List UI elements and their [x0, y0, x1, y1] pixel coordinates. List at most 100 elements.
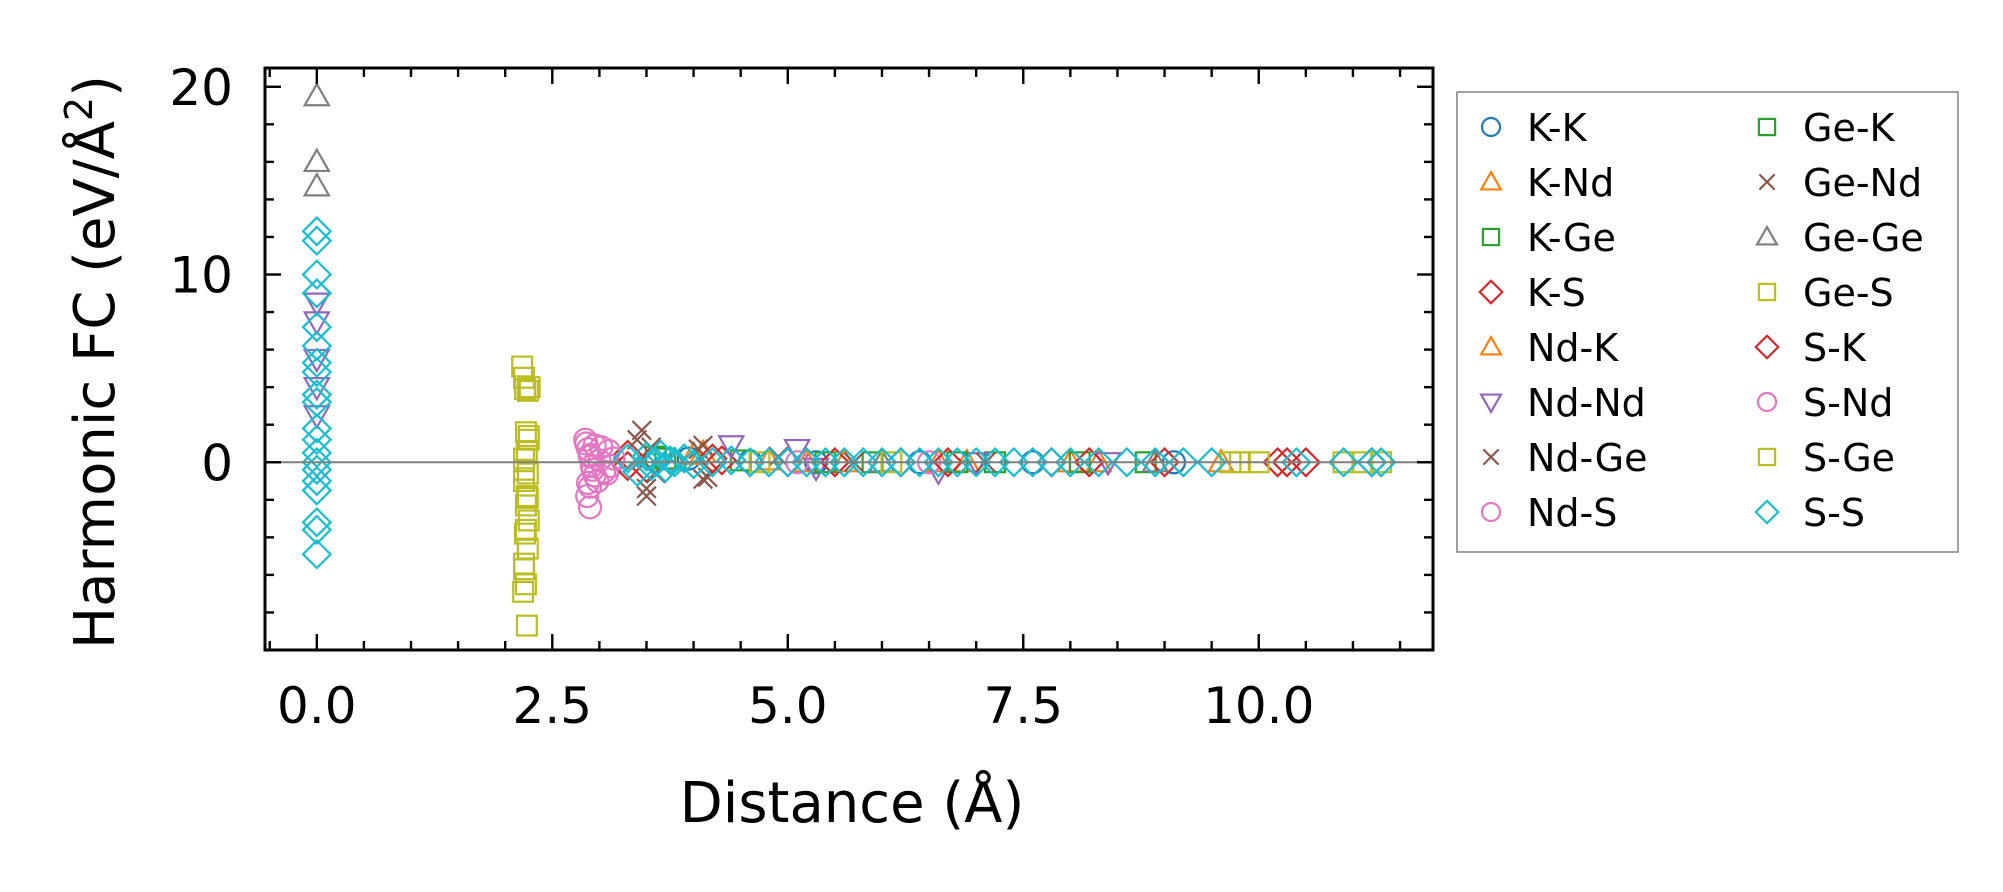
legend-marker	[1481, 227, 1501, 247]
axes-box	[263, 66, 1435, 652]
point-s-s	[1365, 446, 1397, 478]
point-s-s	[1281, 446, 1312, 478]
point-s-ge	[513, 378, 536, 401]
point-s-s	[1083, 446, 1114, 478]
point-s-ge	[514, 518, 537, 541]
point-s-s	[1055, 446, 1086, 478]
point-s-s	[301, 225, 333, 257]
point-s-nd	[601, 446, 626, 471]
legend-item: Nd-S	[1480, 491, 1617, 535]
point-nd-s	[577, 474, 603, 499]
point-nd-nd	[302, 405, 331, 430]
point-s-s	[1328, 446, 1359, 478]
point-ge-s	[516, 462, 539, 485]
legend-marker	[1754, 499, 1780, 525]
point-s-k	[1290, 446, 1322, 478]
legend-item: S-K	[1754, 326, 1867, 370]
point-ge-s	[514, 494, 537, 517]
x-tick-label: 2.5	[513, 677, 593, 735]
x-tick-label: 10.0	[1203, 677, 1314, 735]
point-s-s	[1356, 446, 1388, 478]
point-s-k	[697, 443, 728, 474]
x-tick-label: 7.5	[983, 677, 1063, 735]
legend-label: K-S	[1527, 271, 1586, 315]
point-s-ge	[513, 558, 536, 581]
legend-marker	[1482, 448, 1500, 466]
y-tick-label: 10	[169, 247, 233, 305]
y-tick-label: 0	[201, 434, 233, 492]
point-nd-nd	[302, 292, 331, 317]
legend-marker	[1480, 116, 1502, 138]
legend-item: Ge-Nd	[1758, 161, 1922, 205]
point-s-s	[631, 441, 662, 472]
point-s-nd	[575, 470, 601, 496]
point-s-ge	[517, 424, 540, 447]
y-tick-label: 20	[169, 59, 233, 117]
point-s-ge	[513, 458, 536, 481]
point-s-s	[301, 454, 333, 486]
legend-marker	[1479, 393, 1503, 415]
point-s-s	[659, 446, 691, 478]
point-s-s	[301, 465, 333, 497]
point-s-k	[932, 446, 964, 478]
legend-label: S-Nd	[1803, 381, 1893, 425]
axis-ticks	[265, 68, 1433, 652]
legend-marker	[1756, 391, 1778, 413]
point-k-nd	[1084, 447, 1113, 473]
legend-marker	[1757, 282, 1777, 302]
point-ge-s	[515, 614, 538, 637]
legend-marker	[1479, 334, 1503, 356]
point-s-s	[301, 538, 333, 570]
point-nd-nd	[302, 376, 331, 402]
x-tick-label: 0.0	[277, 677, 357, 735]
legend-item: Ge-S	[1757, 271, 1894, 315]
point-s-s	[1168, 446, 1199, 478]
point-s-s	[301, 311, 333, 343]
legend-label: S-S	[1803, 491, 1865, 535]
point-s-s	[1196, 446, 1227, 478]
legend-item: Nd-Ge	[1482, 436, 1647, 480]
legend-item: S-Nd	[1756, 381, 1893, 425]
legend-item: K-S	[1478, 271, 1586, 315]
legend-box	[1456, 91, 1959, 553]
point-s-s	[654, 445, 686, 476]
legend-label: S-Ge	[1803, 436, 1895, 480]
point-s-s	[668, 443, 700, 474]
legend-item: S-Ge	[1757, 436, 1895, 480]
legend-marker	[1755, 224, 1779, 246]
legend-item: K-K	[1480, 106, 1588, 150]
y-axis-label-main: Harmonic FC (eV/Å	[62, 121, 128, 649]
legend-label: S-K	[1803, 326, 1867, 370]
legend-marker	[1754, 334, 1780, 360]
point-ge-ge	[1141, 447, 1170, 473]
legend: K-K K-Nd K-Ge K-S Nd-K Nd-Nd Nd-Ge Nd-S Ge-K Ge-N…	[1456, 91, 1959, 553]
tick-labels: 0.0 2.5 5.0 7.5 10.0 0 10 20	[169, 59, 1314, 735]
legend-marker	[1479, 169, 1503, 191]
point-s-s	[301, 514, 333, 546]
point-s-s	[1139, 446, 1171, 478]
point-s-s	[301, 424, 333, 456]
point-s-s	[645, 439, 676, 471]
point-ge-s	[513, 470, 536, 493]
legend-label: Nd-Nd	[1527, 381, 1646, 425]
point-nd-nd	[717, 435, 746, 460]
point-s-s	[301, 347, 333, 379]
legend-marker	[1478, 279, 1504, 305]
x-tick-label: 5.0	[748, 677, 828, 735]
legend-label: Ge-Ge	[1803, 216, 1924, 260]
point-s-k	[819, 446, 851, 478]
point-ge-s	[513, 447, 536, 470]
point-s-s	[301, 356, 333, 388]
legend-item: K-Nd	[1479, 161, 1614, 205]
point-s-s	[301, 379, 333, 410]
point-ge-ge	[302, 147, 331, 173]
legend-marker	[1480, 501, 1502, 523]
point-s-s	[1111, 446, 1143, 478]
legend-item: Nd-Nd	[1479, 381, 1646, 425]
legend-item: S-S	[1754, 491, 1865, 535]
legend-label: Nd-S	[1527, 491, 1617, 535]
legend-label: K-Ge	[1527, 216, 1616, 260]
legend-item: Nd-K	[1479, 326, 1619, 370]
point-nd-ge	[636, 485, 657, 507]
